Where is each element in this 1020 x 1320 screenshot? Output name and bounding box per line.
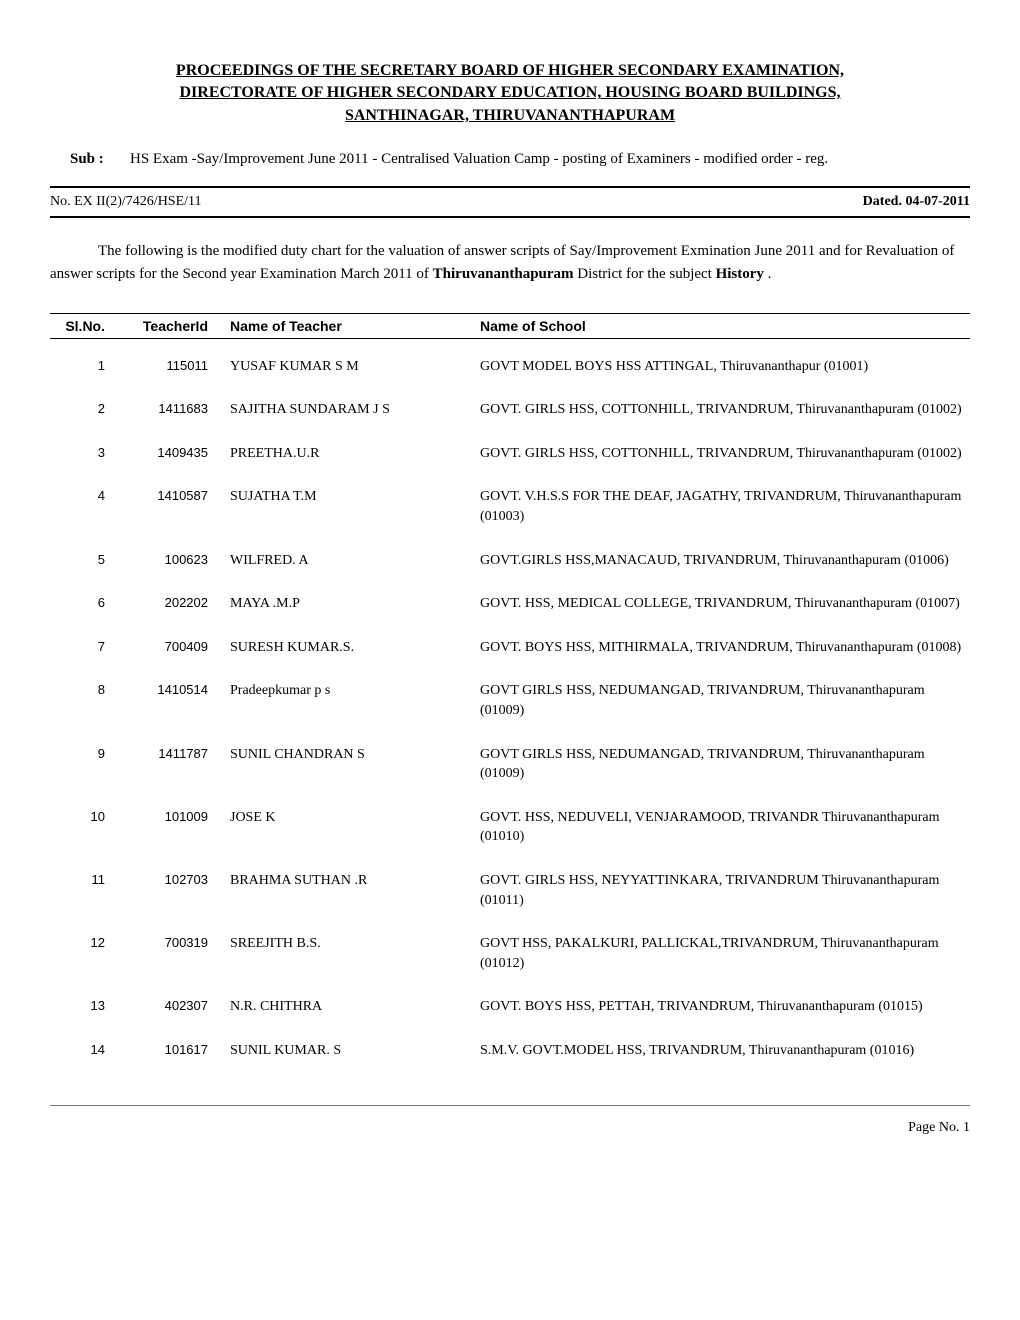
reference-row: No. EX II(2)/7426/HSE/11 Dated. 04-07-20… <box>50 188 970 216</box>
cell-slno: 2 <box>50 400 113 420</box>
table-body: 1115011YUSAF KUMAR S MGOVT MODEL BOYS HS… <box>50 347 970 1075</box>
cell-school: GOVT MODEL BOYS HSS ATTINGAL, Thiruvanan… <box>480 357 970 377</box>
table-row: 13402307N.R. CHITHRAGOVT. BOYS HSS, PETT… <box>50 987 970 1031</box>
table-row: 41410587SUJATHA T.MGOVT. V.H.S.S FOR THE… <box>50 477 970 540</box>
cell-teacher-name: BRAHMA SUTHAN .R <box>230 871 480 910</box>
cell-school: GOVT. BOYS HSS, PETTAH, TRIVANDRUM, Thir… <box>480 997 970 1017</box>
cell-slno: 5 <box>50 551 113 571</box>
cell-teacher-name: SAJITHA SUNDARAM J S <box>230 400 480 420</box>
table-row: 1115011YUSAF KUMAR S MGOVT MODEL BOYS HS… <box>50 347 970 391</box>
reference-dated: Dated. 04-07-2011 <box>863 194 970 210</box>
cell-slno: 13 <box>50 997 113 1017</box>
body-paragraph: The following is the modified duty chart… <box>50 240 970 287</box>
cell-teacherid: 102703 <box>113 871 230 910</box>
cell-teacher-name: SURESH KUMAR.S. <box>230 638 480 658</box>
cell-teacherid: 1409435 <box>113 444 230 464</box>
cell-school: GOVT. HSS, NEDUVELI, VENJARAMOOD, TRIVAN… <box>480 808 970 847</box>
cell-teacherid: 1411683 <box>113 400 230 420</box>
table-header-row: Sl.No. TeacherId Name of Teacher Name of… <box>50 314 970 338</box>
cell-slno: 7 <box>50 638 113 658</box>
cell-teacher-name: SUJATHA T.M <box>230 487 480 526</box>
table-row: 5100623WILFRED. AGOVT.GIRLS HSS,MANACAUD… <box>50 541 970 585</box>
cell-teacherid: 1411787 <box>113 745 230 784</box>
cell-school: GOVT GIRLS HSS, NEDUMANGAD, TRIVANDRUM, … <box>480 681 970 720</box>
cell-teacherid: 202202 <box>113 594 230 614</box>
cell-teacherid: 1410514 <box>113 681 230 720</box>
cell-slno: 14 <box>50 1041 113 1061</box>
cell-school: GOVT. GIRLS HSS, COTTONHILL, TRIVANDRUM,… <box>480 444 970 464</box>
table-row: 12700319SREEJITH B.S.GOVT HSS, PAKALKURI… <box>50 924 970 987</box>
cell-school: GOVT. GIRLS HSS, NEYYATTINKARA, TRIVANDR… <box>480 871 970 910</box>
cell-teacher-name: JOSE K <box>230 808 480 847</box>
cell-teacherid: 402307 <box>113 997 230 1017</box>
cell-slno: 4 <box>50 487 113 526</box>
cell-teacher-name: Pradeepkumar p s <box>230 681 480 720</box>
cell-school: GOVT. V.H.S.S FOR THE DEAF, JAGATHY, TRI… <box>480 487 970 526</box>
cell-teacher-name: YUSAF KUMAR S M <box>230 357 480 377</box>
cell-teacher-name: SREEJITH B.S. <box>230 934 480 973</box>
body-mid: District for the subject <box>574 266 716 282</box>
cell-teacherid: 115011 <box>113 357 230 377</box>
body-subject: History <box>716 266 764 282</box>
cell-slno: 11 <box>50 871 113 910</box>
col-header-name: Name of Teacher <box>230 318 480 334</box>
cell-school: GOVT. BOYS HSS, MITHIRMALA, TRIVANDRUM, … <box>480 638 970 658</box>
cell-teacherid: 100623 <box>113 551 230 571</box>
table-row: 31409435PREETHA.U.RGOVT. GIRLS HSS, COTT… <box>50 434 970 478</box>
header-line-3: SANTHINAGAR, THIRUVANANTHAPURAM <box>345 107 675 124</box>
cell-slno: 12 <box>50 934 113 973</box>
cell-school: GOVT. HSS, MEDICAL COLLEGE, TRIVANDRUM, … <box>480 594 970 614</box>
col-header-school: Name of School <box>480 318 970 334</box>
cell-school: GOVT GIRLS HSS, NEDUMANGAD, TRIVANDRUM, … <box>480 745 970 784</box>
cell-teacher-name: N.R. CHITHRA <box>230 997 480 1017</box>
cell-teacherid: 700319 <box>113 934 230 973</box>
cell-slno: 1 <box>50 357 113 377</box>
col-header-slno: Sl.No. <box>50 318 113 334</box>
footer-rule <box>50 1105 970 1106</box>
cell-slno: 6 <box>50 594 113 614</box>
cell-teacherid: 101617 <box>113 1041 230 1061</box>
table-row: 11102703BRAHMA SUTHAN .RGOVT. GIRLS HSS,… <box>50 861 970 924</box>
table-row: 21411683SAJITHA SUNDARAM J SGOVT. GIRLS … <box>50 390 970 434</box>
cell-school: S.M.V. GOVT.MODEL HSS, TRIVANDRUM, Thiru… <box>480 1041 970 1061</box>
cell-teacher-name: SUNIL KUMAR. S <box>230 1041 480 1061</box>
cell-slno: 3 <box>50 444 113 464</box>
header-line-1: PROCEEDINGS OF THE SECRETARY BOARD OF HI… <box>176 62 844 79</box>
page-number: Page No. 1 <box>50 1120 970 1136</box>
col-header-teacherid: TeacherId <box>113 318 230 334</box>
cell-teacher-name: SUNIL CHANDRAN S <box>230 745 480 784</box>
cell-teacher-name: MAYA .M.P <box>230 594 480 614</box>
table-row: 7700409SURESH KUMAR.S.GOVT. BOYS HSS, MI… <box>50 628 970 672</box>
cell-teacherid: 101009 <box>113 808 230 847</box>
divider <box>50 216 970 218</box>
cell-slno: 8 <box>50 681 113 720</box>
table-row: 14101617SUNIL KUMAR. SS.M.V. GOVT.MODEL … <box>50 1031 970 1075</box>
cell-school: GOVT. GIRLS HSS, COTTONHILL, TRIVANDRUM,… <box>480 400 970 420</box>
table-header-rule <box>50 338 970 339</box>
header-line-2: DIRECTORATE OF HIGHER SECONDARY EDUCATIO… <box>179 84 840 101</box>
cell-school: GOVT HSS, PAKALKURI, PALLICKAL,TRIVANDRU… <box>480 934 970 973</box>
reference-number: No. EX II(2)/7426/HSE/11 <box>50 194 202 210</box>
table-row: 10101009JOSE KGOVT. HSS, NEDUVELI, VENJA… <box>50 798 970 861</box>
cell-teacher-name: PREETHA.U.R <box>230 444 480 464</box>
cell-school: GOVT.GIRLS HSS,MANACAUD, TRIVANDRUM, Thi… <box>480 551 970 571</box>
cell-slno: 9 <box>50 745 113 784</box>
cell-teacher-name: WILFRED. A <box>230 551 480 571</box>
page-header: PROCEEDINGS OF THE SECRETARY BOARD OF HI… <box>50 60 970 127</box>
cell-teacherid: 1410587 <box>113 487 230 526</box>
body-district: Thiruvananthapuram <box>433 266 574 282</box>
subject-row: Sub : HS Exam -Say/Improvement June 2011… <box>70 151 950 168</box>
cell-slno: 10 <box>50 808 113 847</box>
cell-teacherid: 700409 <box>113 638 230 658</box>
subject-label: Sub : <box>70 151 130 168</box>
subject-text: HS Exam -Say/Improvement June 2011 - Cen… <box>130 151 950 168</box>
body-post: . <box>764 266 772 282</box>
table-row: 91411787SUNIL CHANDRAN SGOVT GIRLS HSS, … <box>50 735 970 798</box>
table-row: 81410514Pradeepkumar p sGOVT GIRLS HSS, … <box>50 671 970 734</box>
table-row: 6202202MAYA .M.PGOVT. HSS, MEDICAL COLLE… <box>50 584 970 628</box>
